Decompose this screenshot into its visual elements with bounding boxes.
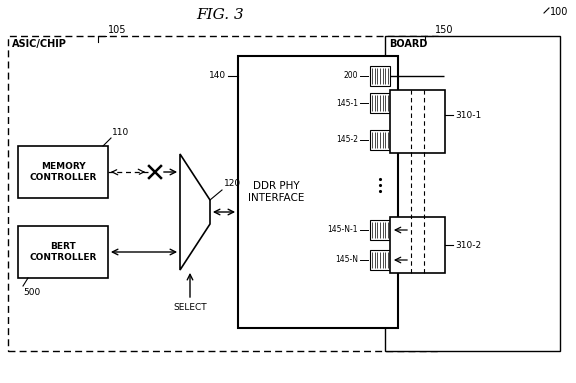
Text: 310-2: 310-2 xyxy=(455,241,481,249)
Text: 110: 110 xyxy=(112,128,129,137)
Text: 140: 140 xyxy=(209,72,226,80)
Polygon shape xyxy=(370,66,390,86)
Text: 150: 150 xyxy=(435,25,453,35)
Text: 500: 500 xyxy=(23,288,40,297)
Text: 200: 200 xyxy=(343,72,358,80)
Polygon shape xyxy=(370,130,390,150)
Text: 145-N: 145-N xyxy=(335,255,358,265)
Text: MEMORY
CONTROLLER: MEMORY CONTROLLER xyxy=(29,162,97,182)
Text: BOARD: BOARD xyxy=(389,39,427,49)
Text: 145-2: 145-2 xyxy=(336,136,358,144)
Text: 145-1: 145-1 xyxy=(336,98,358,108)
Text: 120: 120 xyxy=(224,179,241,188)
Text: FIG. 3: FIG. 3 xyxy=(196,8,244,22)
Text: BERT
CONTROLLER: BERT CONTROLLER xyxy=(29,242,97,262)
Text: 310-1: 310-1 xyxy=(455,111,482,120)
Text: SELECT: SELECT xyxy=(173,303,207,312)
Text: 100: 100 xyxy=(550,7,569,17)
Polygon shape xyxy=(390,90,445,153)
Polygon shape xyxy=(18,226,108,278)
Text: 105: 105 xyxy=(108,25,127,35)
Polygon shape xyxy=(370,93,390,113)
Polygon shape xyxy=(180,154,210,270)
Text: 145-N-1: 145-N-1 xyxy=(328,226,358,234)
Text: ASIC/CHIP: ASIC/CHIP xyxy=(12,39,67,49)
Text: DDR PHY
INTERFACE: DDR PHY INTERFACE xyxy=(248,181,304,203)
Polygon shape xyxy=(385,36,560,351)
Polygon shape xyxy=(390,217,445,273)
Polygon shape xyxy=(370,220,390,240)
Polygon shape xyxy=(18,146,108,198)
Polygon shape xyxy=(238,56,398,328)
Polygon shape xyxy=(370,250,390,270)
